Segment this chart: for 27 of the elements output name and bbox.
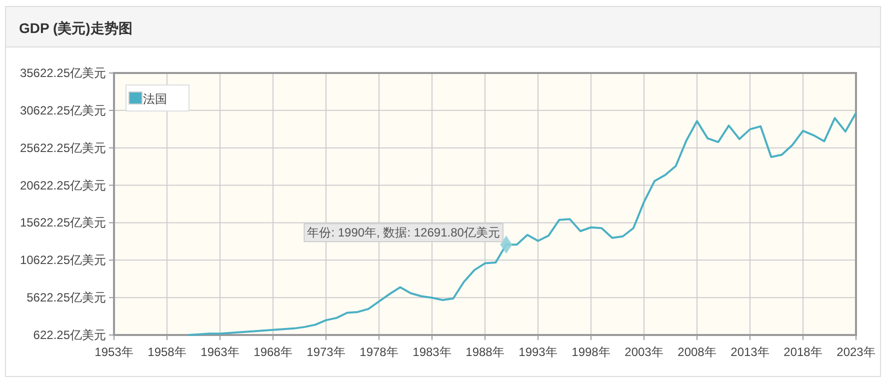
x-tick-label: 1953年 (94, 345, 134, 359)
y-tick-label: 25622.25亿美元 (20, 140, 106, 155)
x-tick-label: 1988年 (466, 345, 504, 359)
y-tick-label: 5622.25亿美元 (26, 290, 106, 305)
legend-label: 法国 (143, 92, 167, 106)
annotation: 年份: 1990年, 数据: 12691.80亿美元 (307, 226, 500, 240)
x-tick-label: 1993年 (518, 345, 558, 359)
y-tick-label: 35622.25亿美元 (20, 66, 106, 80)
y-tick-label: 15622.25亿美元 (20, 216, 106, 230)
x-tick-label: 2013年 (730, 345, 770, 359)
x-tick-label: 2008年 (678, 345, 716, 359)
y-tick-label: 30622.25亿美元 (20, 103, 106, 118)
x-tick-label: 2018年 (784, 345, 822, 359)
x-tick-label: 1998年 (572, 345, 610, 359)
x-tick-label: 1973年 (306, 345, 346, 359)
line-series (187, 112, 857, 336)
chart-title: GDP (美元)走势图 (19, 20, 132, 36)
x-tick-label: 1968年 (254, 345, 292, 359)
y-tick-label: 622.25亿美元 (33, 328, 106, 342)
x-tick-label: 1963年 (200, 345, 240, 359)
y-tick-label: 10622.25亿美元 (20, 253, 106, 268)
y-tick-label: 20622.25亿美元 (20, 178, 106, 192)
x-tick-label: 1958年 (148, 345, 186, 359)
x-tick-label: 2003年 (624, 345, 664, 359)
x-tick-label: 1978年 (360, 345, 398, 359)
x-tick-label: 1983年 (412, 345, 452, 359)
x-tick-label: 2023年 (836, 345, 876, 359)
